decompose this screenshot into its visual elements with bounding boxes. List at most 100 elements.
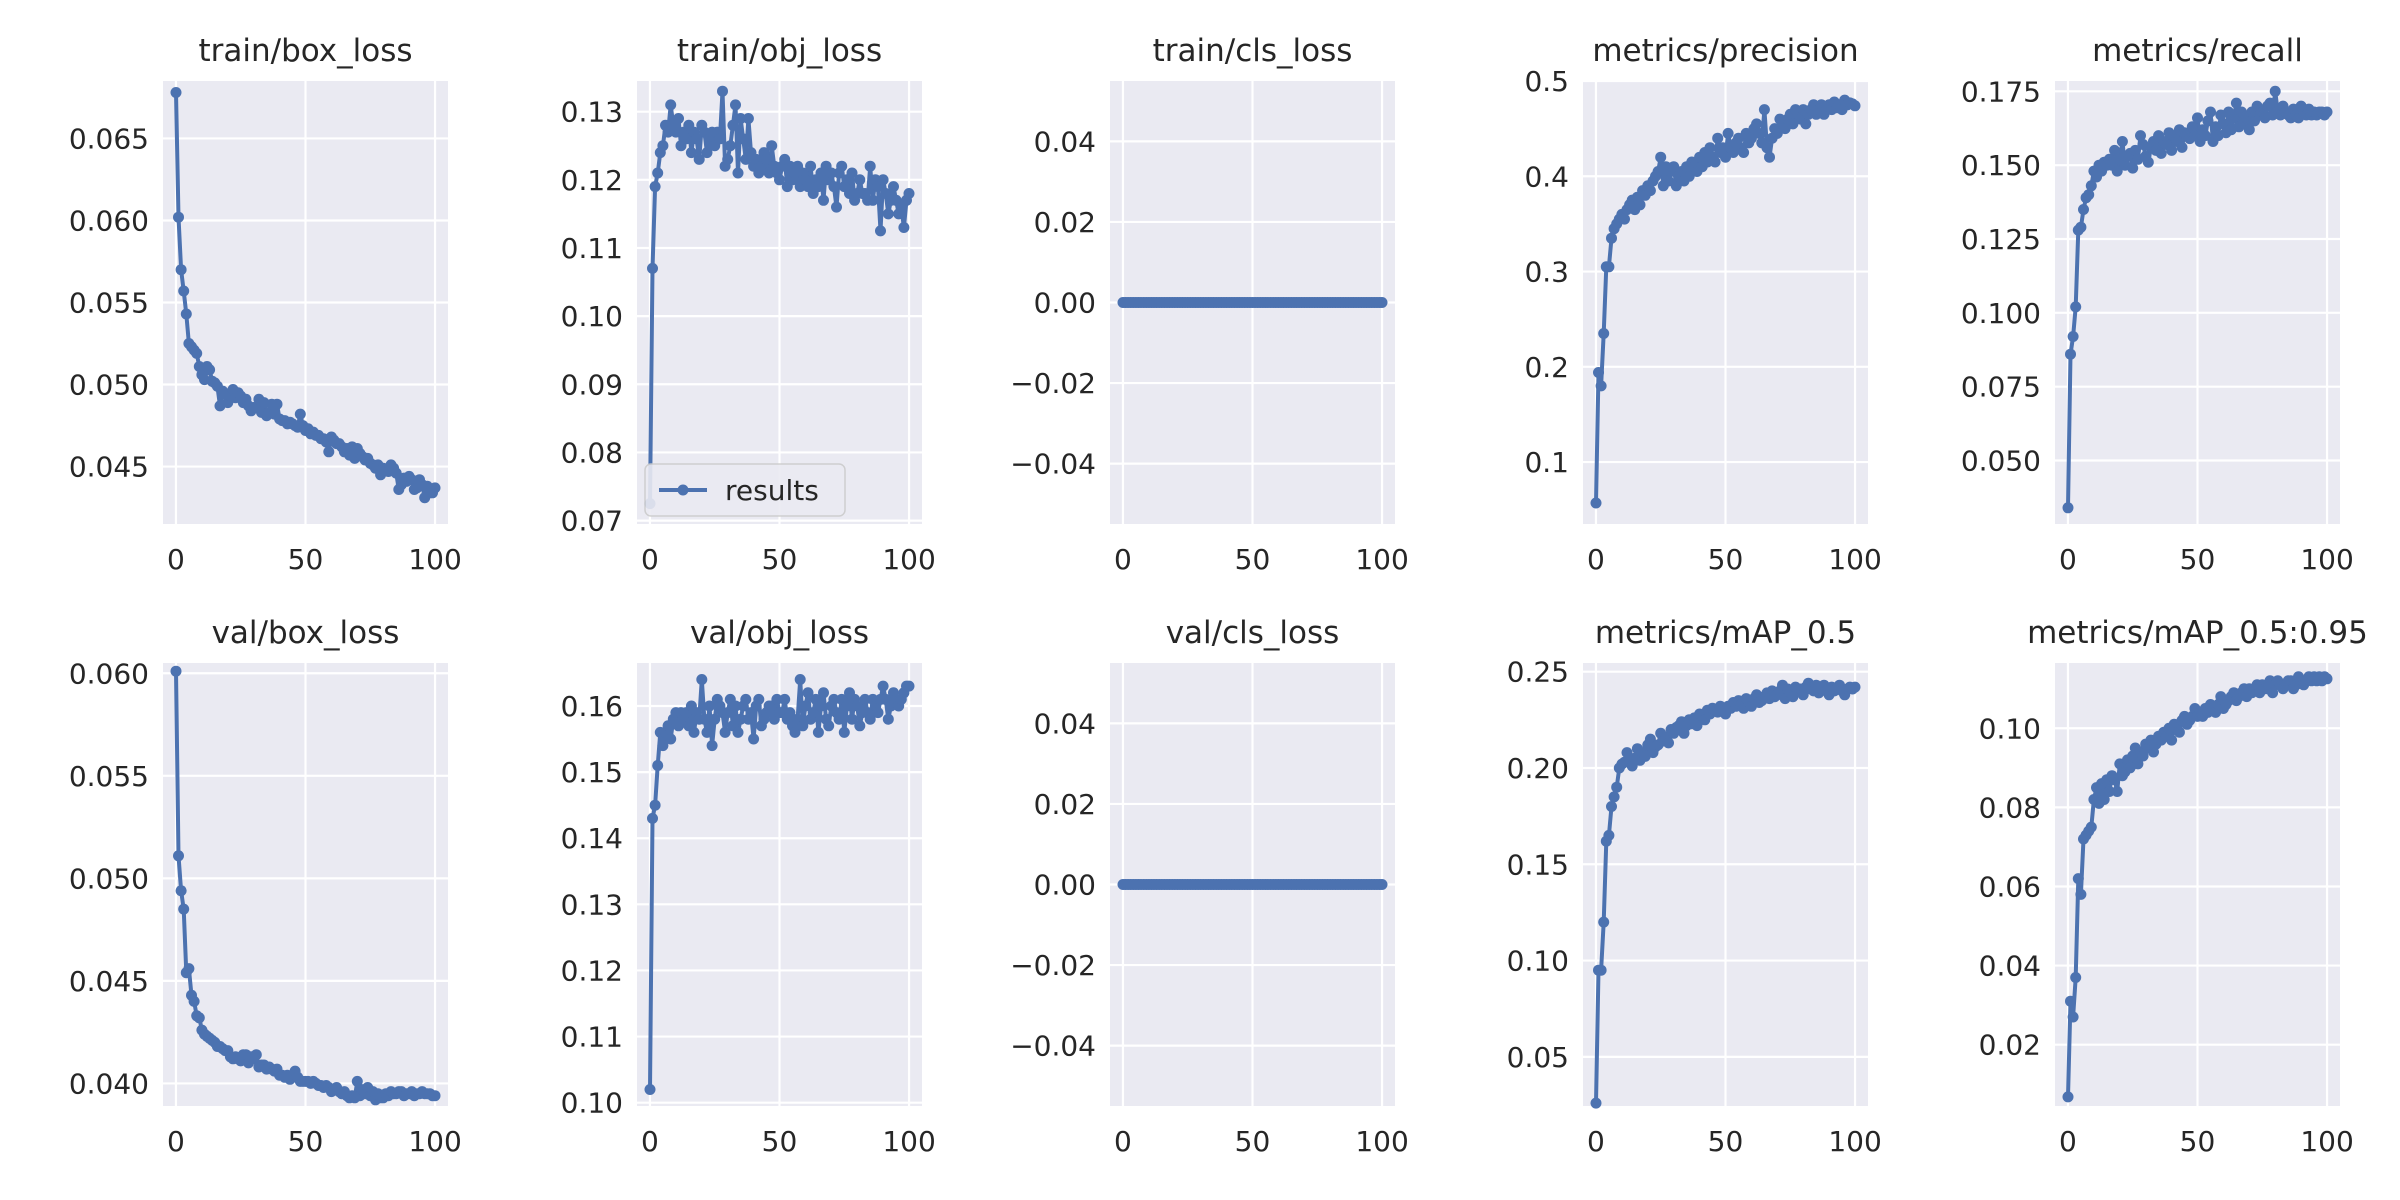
data-point	[1606, 801, 1617, 812]
subplot-metrics-precision: 0 50 100 0.1 0.2 0.3 0.4 0.5 metrics/precision	[1524, 33, 1881, 576]
y-tick-label: 0.16	[561, 690, 623, 723]
subplot-title: metrics/recall	[2092, 33, 2303, 69]
data-point	[2217, 118, 2229, 130]
data-point	[294, 408, 306, 420]
data-point	[812, 181, 824, 193]
data-point	[789, 726, 801, 738]
data-point	[1611, 781, 1623, 793]
data-point	[698, 713, 710, 725]
data-point	[867, 194, 879, 206]
y-tick-label: 0.09	[561, 368, 623, 401]
data-point	[1606, 232, 1617, 244]
y-tick-label: 0.050	[69, 369, 149, 402]
y-tick-label: 0.07	[561, 505, 623, 538]
data-point	[807, 707, 819, 719]
y-tick-label: −0.04	[1010, 448, 1096, 481]
data-point	[173, 211, 184, 223]
data-point	[691, 133, 703, 145]
data-point	[665, 733, 677, 745]
data-point	[271, 398, 283, 410]
subplot-title: metrics/mAP_0.5:0.95	[2027, 615, 2368, 651]
data-point	[1619, 213, 1630, 225]
data-point	[761, 153, 772, 165]
data-point	[2142, 156, 2154, 168]
y-tick-label: 0.3	[1524, 256, 1569, 289]
data-point	[178, 285, 190, 297]
x-tick-label: 50	[1235, 543, 1271, 576]
data-point	[204, 364, 216, 376]
y-tick-label: 0.11	[561, 1021, 623, 1054]
y-tick-label: 0.10	[561, 1087, 623, 1120]
data-point	[2075, 888, 2087, 900]
data-point	[2103, 786, 2115, 797]
y-tick-label: 0.11	[561, 232, 623, 265]
data-point	[735, 113, 747, 124]
data-point	[647, 812, 658, 824]
y-tick-label: 0.075	[1961, 371, 2041, 404]
x-tick-label: 100	[1355, 543, 1408, 576]
data-point	[854, 174, 866, 186]
data-point	[649, 799, 661, 811]
data-point	[838, 726, 850, 738]
data-point	[1595, 964, 1607, 976]
data-point	[877, 680, 889, 692]
y-tick-label: 0.060	[69, 204, 149, 237]
data-point	[753, 693, 765, 705]
data-point	[188, 995, 200, 1007]
data-point	[888, 181, 899, 193]
data-point	[854, 720, 866, 732]
data-point	[727, 119, 739, 131]
data-point	[2230, 97, 2242, 109]
data-point	[709, 713, 721, 725]
y-tick-label: 0.08	[561, 436, 623, 469]
data-point	[805, 160, 817, 172]
x-tick-label: 100	[2300, 1125, 2353, 1158]
data-point	[732, 167, 744, 179]
data-point	[2166, 144, 2178, 156]
data-point	[647, 262, 658, 274]
subplot-metrics-map-0-5: 0 50 100 0.05 0.10 0.15 0.20 0.25 metrics/mAP_0.…	[1507, 615, 1882, 1158]
data-point	[250, 1049, 262, 1061]
data-point	[2116, 136, 2128, 147]
x-tick-label: 50	[762, 543, 798, 576]
data-point	[2129, 144, 2141, 156]
y-tick-label: 0.150	[1961, 149, 2041, 182]
data-point	[2098, 794, 2110, 805]
data-point	[1598, 916, 1610, 928]
y-tick-label: 0.25	[1507, 656, 1569, 689]
data-point	[903, 188, 915, 199]
y-tick-label: 0.050	[1961, 445, 2041, 478]
data-point	[1738, 147, 1750, 158]
data-point	[2186, 121, 2198, 133]
data-point	[1722, 127, 1734, 139]
subplot-metrics-map-0-5-0-95: 0 50 100 0.02 0.04 0.06 0.08 0.10 metrics/mAP_0.…	[1979, 615, 2368, 1158]
data-point	[652, 760, 664, 771]
data-point	[701, 147, 713, 159]
data-point	[1598, 328, 1610, 339]
data-point	[766, 140, 778, 152]
data-point	[2228, 112, 2240, 124]
x-tick-label: 0	[167, 543, 185, 576]
data-point	[170, 665, 182, 677]
data-point	[193, 1012, 205, 1024]
data-point	[1376, 879, 1388, 890]
x-tick-label: 0	[1114, 1125, 1132, 1158]
data-point	[882, 713, 894, 725]
y-tick-label: 0.100	[1961, 297, 2041, 330]
x-tick-label: 100	[1828, 543, 1881, 576]
legend-label: results	[725, 474, 819, 507]
y-tick-label: 0.08	[1979, 791, 2041, 824]
x-tick-label: 0	[2059, 543, 2077, 576]
data-point	[644, 1084, 656, 1095]
data-point	[714, 133, 726, 145]
y-tick-label: 0.055	[69, 760, 149, 793]
data-point	[2062, 502, 2074, 514]
legend-marker	[677, 484, 689, 496]
data-point	[898, 222, 910, 233]
x-tick-label: 0	[2059, 1125, 2077, 1158]
data-point	[846, 167, 858, 179]
y-tick-label: 0.04	[1034, 707, 1096, 740]
data-point	[818, 194, 829, 206]
y-tick-label: 0.2	[1524, 351, 1569, 384]
x-tick-label: 50	[2180, 1125, 2216, 1158]
